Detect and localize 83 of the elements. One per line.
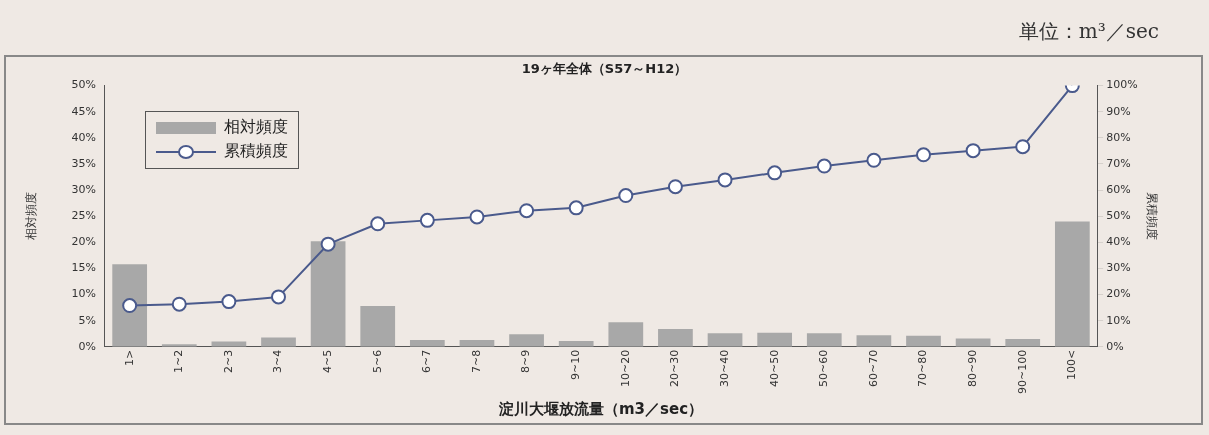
point: [717, 172, 733, 188]
y2-axis-title: 累積頻度: [1145, 192, 1160, 241]
point: [965, 143, 981, 159]
bar: [658, 329, 693, 347]
y-tick-label: 50%: [71, 78, 96, 92]
y2-tick-label: 40%: [1106, 235, 1131, 249]
point: [370, 216, 386, 232]
bar: [856, 335, 892, 347]
text: 単位：m³／sec: [1018, 18, 1159, 45]
point: [519, 203, 535, 219]
x-tick-label: 60~70: [866, 349, 880, 388]
y2-tick-label: 0%: [1106, 339, 1124, 353]
y-tick-label: 15%: [71, 261, 96, 275]
bar: [1005, 338, 1041, 347]
y2-tick-label: 20%: [1106, 287, 1131, 301]
x-tick-label: 7~8: [469, 349, 483, 374]
point: [916, 147, 931, 163]
x-tick-label: 10~20: [618, 349, 632, 388]
point: [271, 289, 286, 305]
point: [866, 152, 882, 168]
bar: [906, 335, 941, 347]
y-tick-label: 5%: [78, 313, 96, 327]
x-tick-label: 80~90: [965, 349, 979, 388]
x-tick-label: 3~4: [271, 349, 285, 374]
chart-title: 19ヶ年全体（S57～H12）: [521, 61, 688, 77]
y2-tick-label: 30%: [1106, 261, 1131, 275]
x-tick-label: 4~5: [320, 349, 334, 374]
x-tick-label: 9~10: [569, 349, 583, 381]
y2-tick-label: 10%: [1106, 313, 1131, 327]
point: [568, 200, 584, 216]
y-tick-label: 10%: [71, 287, 96, 301]
x-tick-label: 40~50: [767, 349, 781, 388]
bar: [509, 334, 544, 347]
bar: [310, 241, 346, 347]
y-tick-label: 35%: [71, 156, 96, 170]
x-tick-label: 1>: [122, 349, 136, 367]
point: [469, 209, 485, 225]
bar: [261, 337, 296, 347]
x-tick-label: 1~2: [172, 349, 186, 374]
legend-label: 累積頻度: [223, 141, 288, 163]
bar: [112, 264, 148, 347]
y-tick-label: 25%: [71, 209, 96, 223]
bar: [757, 332, 793, 347]
x-tick-label: 8~9: [519, 349, 533, 374]
x-tick-label: 50~60: [817, 349, 831, 388]
bar: [806, 333, 842, 347]
point: [667, 179, 683, 195]
bar: [1054, 221, 1090, 347]
bar: [608, 322, 644, 347]
y-axis-title: 相対頻度: [23, 192, 38, 241]
point: [1015, 139, 1031, 155]
x-axis-title: 淀川大堰放流量（m3／sec）: [497, 399, 704, 418]
x-tick-label: 2~3: [221, 349, 235, 374]
y2-tick-label: 90%: [1106, 104, 1131, 118]
y2-tick-label: 50%: [1106, 209, 1131, 223]
y-tick-label: 30%: [71, 182, 96, 196]
point: [419, 212, 435, 228]
y2-tick-label: 100%: [1106, 78, 1138, 92]
x-tick-label: 90~100: [1015, 349, 1029, 395]
x-tick-label: 6~7: [420, 349, 434, 374]
y2-tick-label: 70%: [1106, 156, 1131, 170]
x-tick-label: 70~80: [916, 349, 930, 388]
point: [618, 188, 634, 204]
y2-tick-label: 80%: [1106, 130, 1131, 144]
x-tick-label: 100<: [1065, 349, 1079, 381]
point: [767, 165, 783, 181]
y2-tick-label: 60%: [1106, 182, 1131, 196]
legend-label: 相対頻度: [223, 117, 288, 139]
point: [320, 236, 336, 252]
point: [221, 294, 237, 310]
x-tick-label: 20~30: [668, 349, 682, 388]
y-tick-label: 0%: [78, 339, 96, 353]
x-tick-label: 5~6: [370, 349, 384, 374]
bar: [360, 306, 396, 347]
point: [816, 158, 832, 174]
point: [171, 296, 187, 312]
y-tick-label: 45%: [71, 104, 96, 118]
x-tick-label: 30~40: [717, 349, 731, 388]
bar: [707, 333, 743, 347]
y-tick-label: 40%: [71, 130, 96, 144]
y-tick-label: 20%: [71, 235, 96, 249]
point: [122, 298, 138, 314]
bar: [955, 338, 991, 347]
